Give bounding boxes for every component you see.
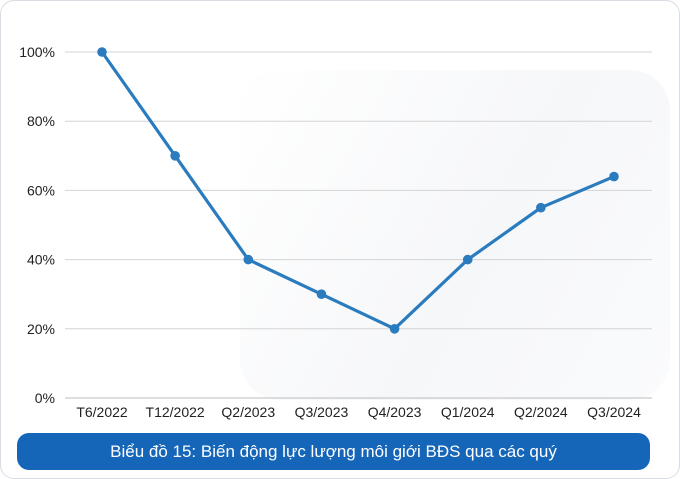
series-layer xyxy=(97,47,619,334)
data-point xyxy=(170,151,180,161)
y-tick-label: 40% xyxy=(27,252,55,268)
y-tick-label: 0% xyxy=(35,390,55,406)
y-tick-label: 20% xyxy=(27,321,55,337)
data-point xyxy=(462,254,473,265)
x-tick-label: Q4/2023 xyxy=(368,404,422,420)
data-point xyxy=(609,171,619,182)
x-tick-label: T6/2022 xyxy=(76,404,128,420)
x-tick-label: Q2/2023 xyxy=(221,404,275,420)
series-line xyxy=(100,50,616,331)
y-tick-label: 80% xyxy=(27,113,55,129)
background-watermark xyxy=(240,70,670,400)
y-axis-ticks: 0% 20% 40% 60% 80% 100% xyxy=(19,44,55,406)
x-tick-label: Q3/2023 xyxy=(295,404,349,420)
data-point xyxy=(389,324,400,334)
gridlines xyxy=(65,51,652,399)
x-tick-label: Q1/2024 xyxy=(441,404,495,420)
data-point xyxy=(243,254,254,265)
data-point xyxy=(97,47,107,57)
x-axis-ticks: T6/2022 T12/2022 Q2/2023 Q3/2023 Q4/2023 Q1/2… xyxy=(76,404,641,420)
y-tick-label: 60% xyxy=(27,182,55,198)
x-tick-label: T12/2022 xyxy=(146,404,205,420)
data-point xyxy=(536,202,546,213)
x-tick-label: Q2/2024 xyxy=(514,404,568,420)
line-chart: 0% 20% 40% 60% 80% 100% T6/2022 T12/2022 Q2/202… xyxy=(19,44,652,420)
data-point xyxy=(316,289,327,300)
y-tick-label: 100% xyxy=(19,44,55,60)
chart-caption: Biểu đồ 15: Biến động lực lượng môi giới… xyxy=(17,433,650,470)
x-tick-label: Q3/2024 xyxy=(587,404,641,420)
